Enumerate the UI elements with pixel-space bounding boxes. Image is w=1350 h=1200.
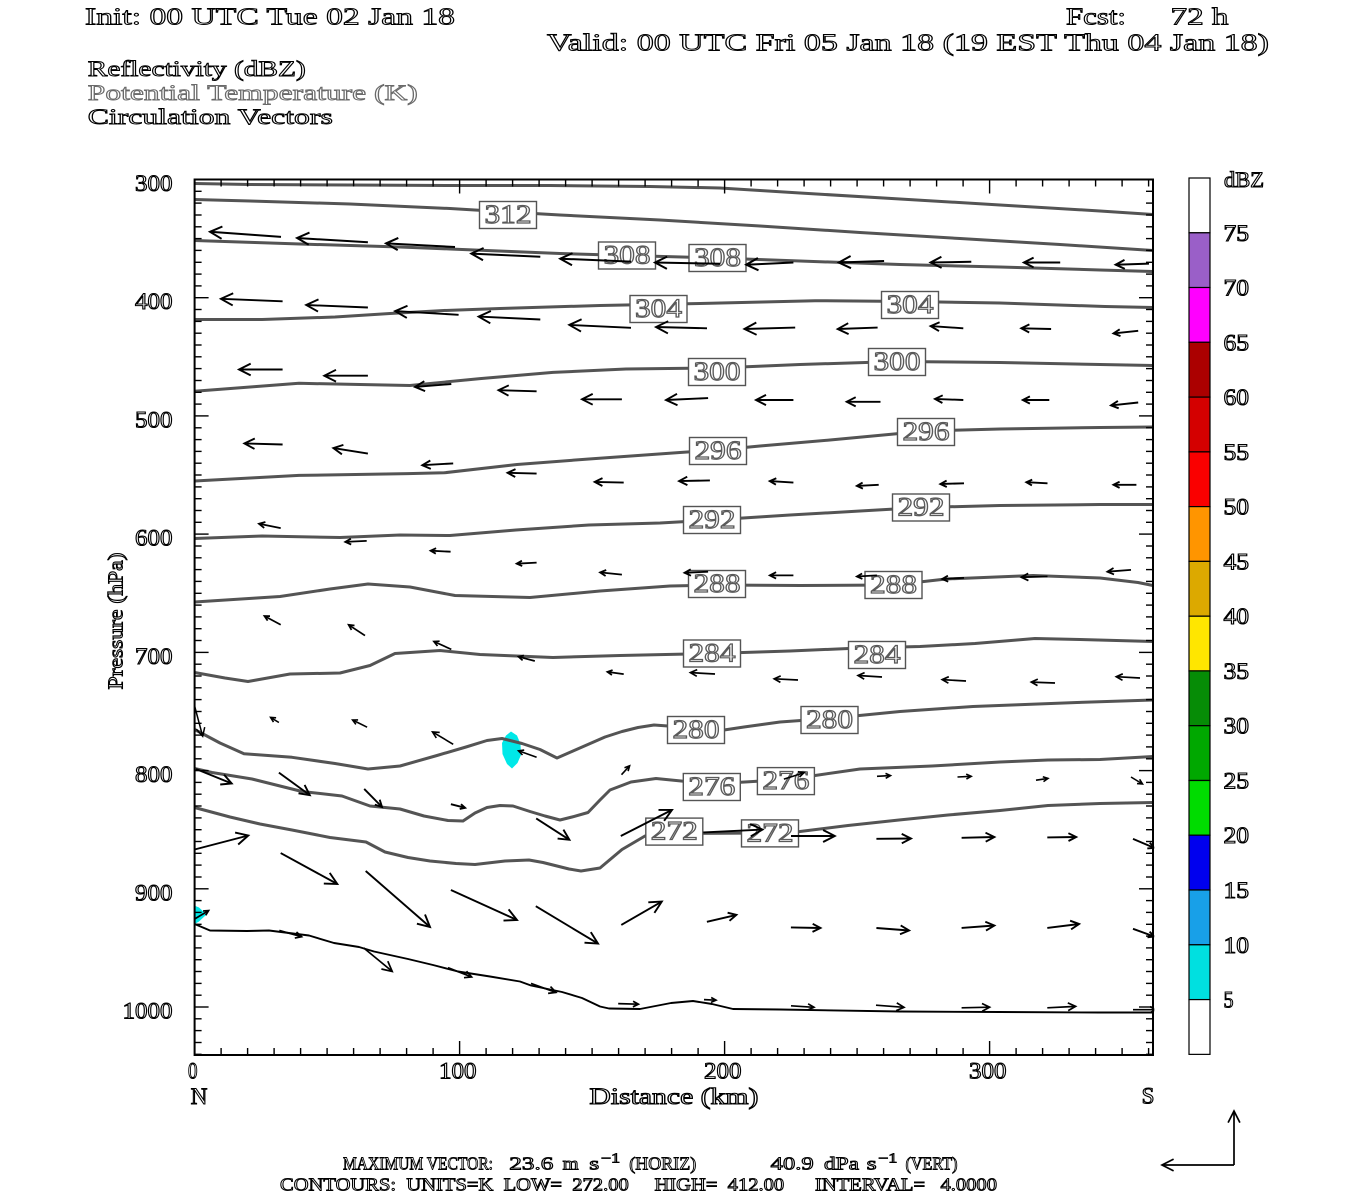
svg-text:276: 276 <box>762 766 809 795</box>
svg-text:200: 200 <box>704 1059 742 1085</box>
svg-text:65: 65 <box>1224 330 1250 355</box>
svg-text:800: 800 <box>135 762 173 788</box>
svg-text:100: 100 <box>439 1059 477 1085</box>
svg-text:500: 500 <box>135 407 173 433</box>
svg-text:dBZ: dBZ <box>1224 167 1264 192</box>
svg-text:Reflectivity (dBZ): Reflectivity (dBZ) <box>88 56 306 81</box>
svg-text:55: 55 <box>1224 440 1250 465</box>
svg-text:284: 284 <box>854 640 901 669</box>
svg-text:MAXIMUM VECTOR:: MAXIMUM VECTOR: <box>343 1154 493 1174</box>
svg-text:(VERT): (VERT) <box>906 1154 958 1175</box>
svg-text:1000: 1000 <box>123 999 173 1025</box>
svg-text:Distance (km): Distance (km) <box>589 1084 758 1109</box>
svg-text:40.9: 40.9 <box>771 1154 814 1174</box>
svg-text:400: 400 <box>135 289 173 315</box>
svg-text:Valid: 00 UTC Fri 05 Jan 18 (1: Valid: 00 UTC Fri 05 Jan 18 (19 EST Thu … <box>547 31 1269 57</box>
svg-text:50: 50 <box>1224 495 1250 520</box>
svg-text:0: 0 <box>188 1059 198 1085</box>
svg-text:292: 292 <box>898 493 945 522</box>
svg-text:s: s <box>589 1154 599 1174</box>
svg-text:900: 900 <box>135 880 173 906</box>
svg-text:25: 25 <box>1224 769 1250 794</box>
svg-text:292: 292 <box>689 505 736 534</box>
svg-text:276: 276 <box>688 772 735 801</box>
svg-text:45: 45 <box>1224 549 1250 574</box>
svg-text:304: 304 <box>887 290 934 319</box>
svg-text:700: 700 <box>135 644 173 670</box>
svg-text:60: 60 <box>1224 385 1250 410</box>
svg-text:300: 300 <box>969 1059 1007 1085</box>
svg-text:CONTOURS: UNITS=K LOW= 272.: CONTOURS: UNITS=K LOW= 272.00 HIGH= 412.… <box>280 1175 997 1195</box>
svg-text:−1: −1 <box>878 1151 897 1166</box>
svg-text:300: 300 <box>694 357 741 386</box>
svg-text:Fcst:: Fcst: <box>1066 5 1126 31</box>
svg-text:23.6: 23.6 <box>509 1154 553 1174</box>
svg-text:m: m <box>563 1154 579 1174</box>
svg-text:s: s <box>867 1154 877 1174</box>
svg-text:300: 300 <box>874 347 921 376</box>
svg-text:280: 280 <box>673 715 720 744</box>
svg-text:10: 10 <box>1224 933 1250 958</box>
svg-text:40: 40 <box>1224 604 1250 629</box>
svg-text:Circulation Vectors: Circulation Vectors <box>88 104 333 129</box>
svg-text:308: 308 <box>604 241 651 270</box>
svg-text:35: 35 <box>1224 659 1250 684</box>
svg-text:5: 5 <box>1224 988 1234 1013</box>
svg-text:312: 312 <box>485 200 532 229</box>
svg-text:20: 20 <box>1224 823 1250 848</box>
svg-text:296: 296 <box>695 436 742 465</box>
svg-text:304: 304 <box>635 294 682 323</box>
svg-text:Potential Temperature (K): Potential Temperature (K) <box>88 80 418 105</box>
svg-text:Init: 00 UTC Tue 02 Jan 18: Init: 00 UTC Tue 02 Jan 18 <box>85 5 455 31</box>
svg-text:288: 288 <box>870 570 917 599</box>
svg-text:272: 272 <box>747 818 794 847</box>
svg-text:S: S <box>1142 1084 1155 1109</box>
svg-text:70: 70 <box>1224 276 1250 301</box>
svg-text:284: 284 <box>689 639 736 668</box>
svg-text:272: 272 <box>651 817 698 846</box>
svg-text:308: 308 <box>694 243 741 272</box>
svg-text:288: 288 <box>694 569 741 598</box>
svg-text:72 h: 72 h <box>1171 5 1229 31</box>
svg-text:296: 296 <box>903 417 950 446</box>
svg-text:(HORIZ): (HORIZ) <box>629 1154 696 1175</box>
svg-text:30: 30 <box>1224 714 1250 739</box>
svg-text:280: 280 <box>806 705 853 734</box>
svg-text:Pressure (hPa): Pressure (hPa) <box>104 552 128 689</box>
svg-text:75: 75 <box>1224 221 1250 246</box>
svg-text:N: N <box>191 1084 208 1109</box>
svg-text:−1: −1 <box>601 1151 620 1166</box>
svg-text:15: 15 <box>1224 878 1250 903</box>
svg-text:300: 300 <box>135 171 173 197</box>
svg-text:dPa: dPa <box>824 1154 859 1174</box>
svg-text:600: 600 <box>135 526 173 552</box>
